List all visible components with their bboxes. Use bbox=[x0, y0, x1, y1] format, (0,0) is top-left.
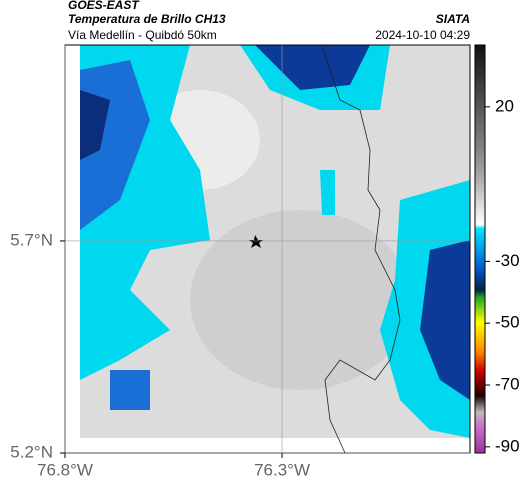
location-marker bbox=[249, 235, 263, 248]
x-tick-label: 76.3°W bbox=[254, 460, 310, 479]
datetime: 2024-10-10 04:29 bbox=[375, 28, 470, 42]
source: SIATA bbox=[436, 12, 470, 26]
boundary bbox=[321, 44, 401, 454]
colorbar bbox=[474, 44, 486, 454]
scales: 76.8°W 76.3°W 5.2°N 5.7°N 20 -30 -50 -70 -90 bbox=[10, 45, 520, 479]
title: Temperatura de Brillo CH13 bbox=[68, 12, 226, 26]
colorbar-tick-label: -70 bbox=[495, 374, 520, 393]
colorbar-tick-label: -50 bbox=[495, 313, 520, 332]
y-tick-label: 5.2°N bbox=[10, 442, 53, 461]
colorbar-tick-label: -30 bbox=[495, 251, 520, 270]
product: GOES-EAST bbox=[68, 0, 140, 12]
subtitle: Vía Medellín - Quibdó 50km bbox=[68, 28, 217, 42]
colorbar-tick-label: -90 bbox=[495, 436, 520, 455]
imagery bbox=[80, 45, 470, 438]
x-tick-label: 76.8°W bbox=[37, 460, 93, 479]
y-tick-label: 5.7°N bbox=[10, 230, 53, 249]
colorbar-tick-label: 20 bbox=[495, 96, 514, 115]
